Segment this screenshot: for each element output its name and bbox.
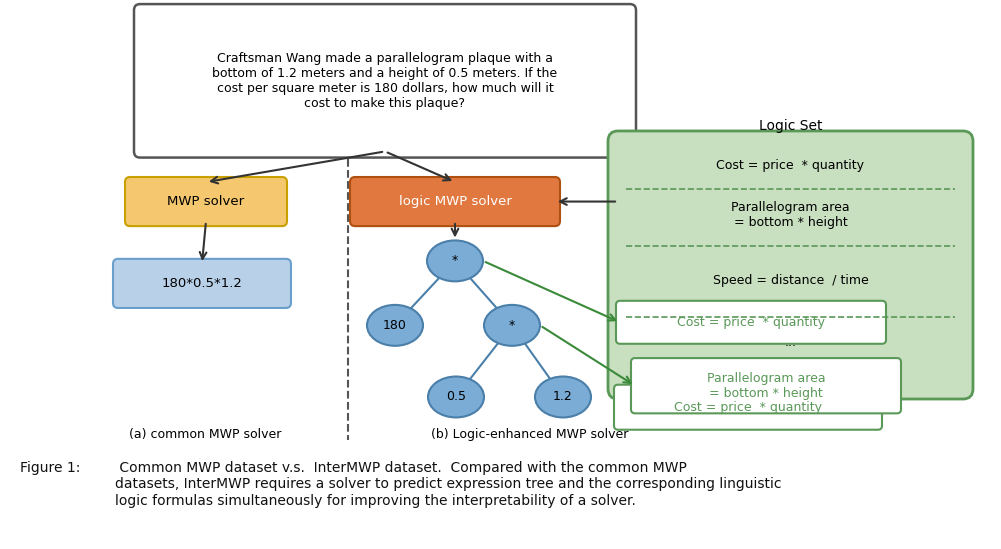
FancyBboxPatch shape <box>631 358 901 413</box>
Ellipse shape <box>535 377 591 417</box>
Text: Figure 1:: Figure 1: <box>20 461 80 475</box>
Text: Parallelogram area
= bottom * height: Parallelogram area = bottom * height <box>707 372 825 400</box>
Text: (a) common MWP solver: (a) common MWP solver <box>129 428 281 441</box>
FancyBboxPatch shape <box>113 259 291 308</box>
Text: Logic Set: Logic Set <box>759 119 822 133</box>
Text: 1.2: 1.2 <box>554 390 573 404</box>
Ellipse shape <box>427 240 483 281</box>
Text: Common MWP dataset v.s.  InterMWP dataset.  Compared with the common MWP
dataset: Common MWP dataset v.s. InterMWP dataset… <box>115 461 782 508</box>
Text: logic MWP solver: logic MWP solver <box>398 195 512 208</box>
Text: Cost = price  * quantity: Cost = price * quantity <box>674 401 822 414</box>
FancyBboxPatch shape <box>125 177 287 226</box>
Text: *: * <box>509 319 516 332</box>
Text: *: * <box>451 254 458 267</box>
Text: 0.5: 0.5 <box>446 390 466 404</box>
FancyBboxPatch shape <box>616 301 886 344</box>
Ellipse shape <box>484 305 540 346</box>
Text: Cost = price  * quantity: Cost = price * quantity <box>717 159 865 172</box>
Text: Speed = distance  / time: Speed = distance / time <box>713 274 869 287</box>
FancyBboxPatch shape <box>614 385 882 430</box>
Text: 180*0.5*1.2: 180*0.5*1.2 <box>161 277 242 290</box>
Text: (b) Logic-enhanced MWP solver: (b) Logic-enhanced MWP solver <box>431 428 629 441</box>
Text: MWP solver: MWP solver <box>167 195 244 208</box>
Ellipse shape <box>428 377 484 417</box>
FancyBboxPatch shape <box>134 4 636 158</box>
Ellipse shape <box>367 305 423 346</box>
Text: Parallelogram area
= bottom * height: Parallelogram area = bottom * height <box>731 201 850 229</box>
Text: ...: ... <box>785 336 797 349</box>
Text: Cost = price  * quantity: Cost = price * quantity <box>677 316 825 329</box>
FancyBboxPatch shape <box>608 131 973 399</box>
FancyBboxPatch shape <box>350 177 560 226</box>
Text: 180: 180 <box>383 319 407 332</box>
Text: Craftsman Wang made a parallelogram plaque with a
bottom of 1.2 meters and a hei: Craftsman Wang made a parallelogram plaq… <box>212 52 558 110</box>
